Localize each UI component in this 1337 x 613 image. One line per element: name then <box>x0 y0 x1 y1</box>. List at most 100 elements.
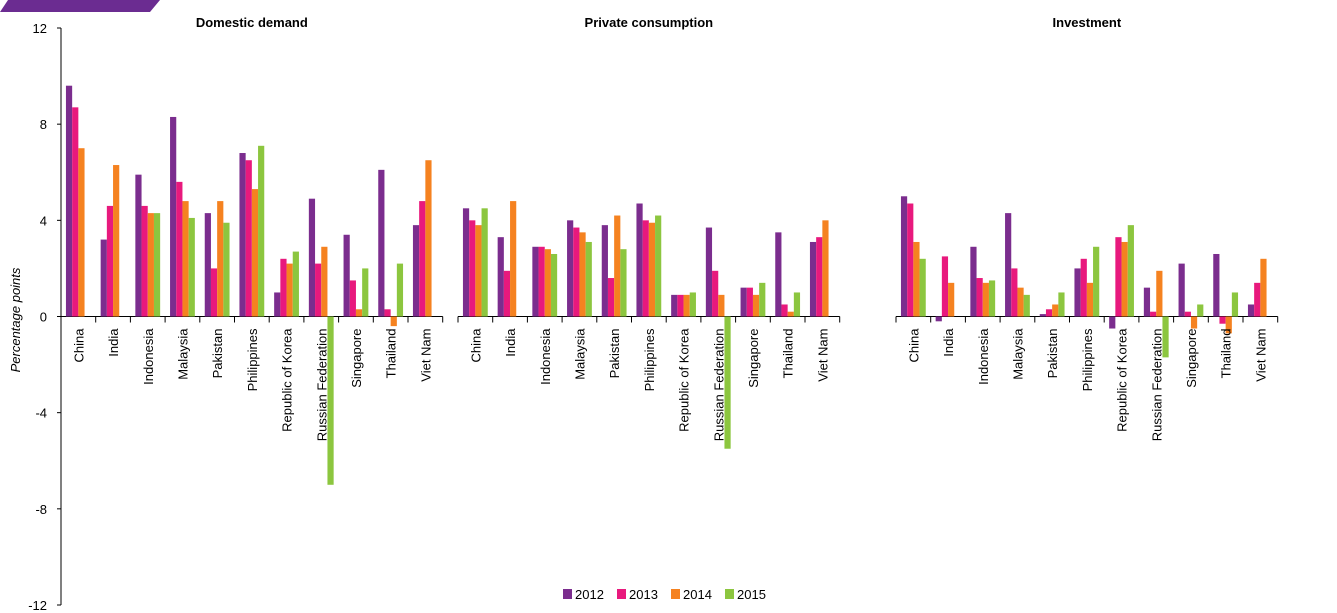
bar <box>292 251 299 317</box>
bar <box>153 213 161 317</box>
bar <box>204 213 211 317</box>
bar <box>982 282 989 317</box>
legend-swatch <box>671 589 680 599</box>
category-label: Republic of Korea <box>280 328 295 432</box>
bar <box>412 225 420 317</box>
bar <box>759 282 766 317</box>
bar <box>1225 316 1232 334</box>
bar <box>988 280 996 317</box>
y-tick-label: 0 <box>40 310 47 325</box>
category-label: Viet Nam <box>815 329 830 382</box>
bar <box>188 217 195 317</box>
bar <box>1080 258 1087 317</box>
category-label: China <box>71 328 86 363</box>
bar <box>900 196 908 317</box>
bar <box>1197 304 1204 317</box>
bar <box>1213 253 1220 317</box>
bar <box>355 309 363 317</box>
bar <box>1156 270 1163 317</box>
bar <box>1260 258 1267 317</box>
bar <box>1115 237 1122 317</box>
bar <box>1178 263 1185 317</box>
bar <box>532 246 539 317</box>
category-label: Indonesia <box>538 328 553 385</box>
bar <box>705 227 713 317</box>
bar <box>1190 316 1198 329</box>
bar <box>286 263 293 317</box>
category-label: Pakistan <box>1045 329 1060 379</box>
bar <box>362 268 369 317</box>
bar <box>72 107 79 317</box>
bar <box>601 225 608 317</box>
bar <box>1162 316 1169 358</box>
bar <box>712 270 719 317</box>
bar <box>343 234 350 317</box>
y-axis: 12 8 4 0 -4 -8 -12 <box>28 21 1279 613</box>
bar <box>223 222 230 317</box>
bar <box>648 222 656 317</box>
bar <box>822 220 829 317</box>
bar <box>671 294 678 317</box>
legend-swatch <box>617 589 626 599</box>
bar <box>425 160 432 317</box>
bar <box>113 165 120 317</box>
bar <box>1143 287 1151 317</box>
legend-label: 2012 <box>575 587 604 602</box>
category-label: Republic of Korea <box>677 328 692 432</box>
bar <box>538 246 545 317</box>
bar <box>503 270 511 317</box>
category-labels: Domestic demand China India Indonesia Malays… <box>71 15 1268 441</box>
bar <box>642 220 649 317</box>
bar <box>1219 316 1226 324</box>
bar <box>724 316 731 449</box>
legend: 2012 2013 2014 2015 <box>563 587 766 602</box>
bars <box>65 85 1267 485</box>
bar <box>251 189 259 317</box>
bar <box>1058 292 1065 317</box>
category-label: Philippines <box>245 328 260 391</box>
y-tick-label: 8 <box>40 117 47 132</box>
bar <box>1121 241 1128 317</box>
bar <box>1127 225 1134 317</box>
bar <box>919 258 926 317</box>
bar <box>718 294 725 317</box>
legend-swatch <box>563 589 572 599</box>
bar <box>469 220 476 317</box>
bar <box>746 287 753 317</box>
bar <box>1017 287 1024 317</box>
bar <box>787 311 794 317</box>
bar <box>1086 282 1094 317</box>
bar <box>573 227 580 317</box>
category-label: Russian Federation <box>711 329 726 442</box>
y-tick-label: -4 <box>35 406 47 421</box>
bar <box>567 220 574 317</box>
category-label: Indonesia <box>976 328 991 385</box>
bar <box>462 208 470 317</box>
bar <box>1045 309 1053 317</box>
panel-title: Private consumption <box>585 15 714 30</box>
bar <box>106 205 114 317</box>
category-label: Singapore <box>1184 329 1199 388</box>
bar <box>245 160 252 317</box>
panel-title: Domestic demand <box>196 15 308 30</box>
bar <box>550 253 558 317</box>
category-label: India <box>106 328 121 357</box>
bar <box>280 258 287 317</box>
bar <box>1254 282 1261 317</box>
bar <box>775 232 782 317</box>
bar <box>614 215 621 317</box>
y-tick-label: -8 <box>35 502 47 517</box>
bar <box>481 208 488 317</box>
bar <box>809 241 817 317</box>
bar <box>1184 311 1191 317</box>
panel-title: Investment <box>1053 15 1122 30</box>
legend-swatch <box>725 589 734 599</box>
bar <box>497 237 504 317</box>
bar <box>1150 311 1157 317</box>
category-label: Viet Nam <box>418 329 433 382</box>
category-label: Pakistan <box>607 329 622 379</box>
legend-label: 2015 <box>737 587 766 602</box>
category-label: Russian Federation <box>314 329 329 442</box>
bar <box>948 282 955 317</box>
bar <box>100 239 107 317</box>
